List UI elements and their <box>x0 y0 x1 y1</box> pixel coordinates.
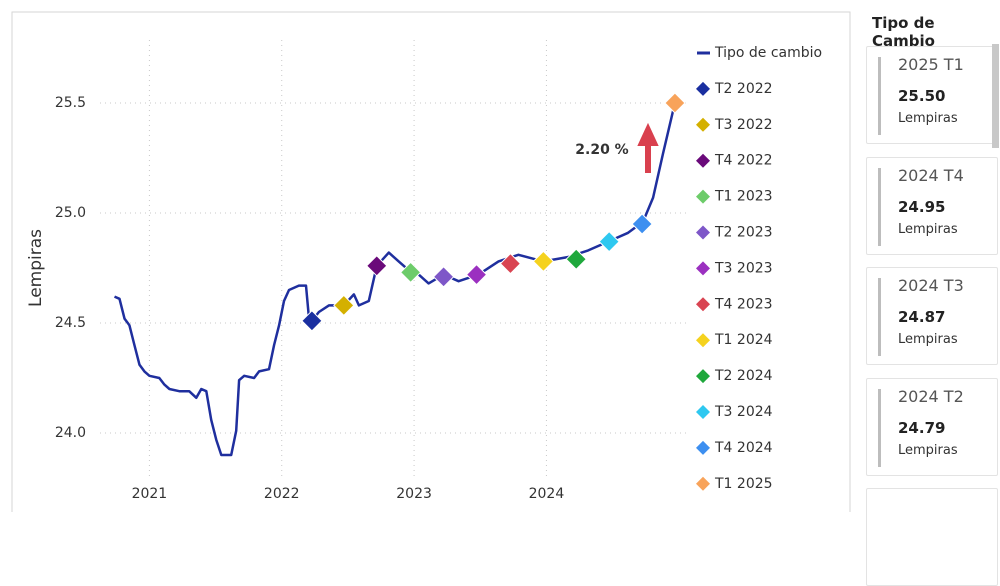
panel-title: Tipo de Cambio <box>872 14 935 50</box>
y-tick-label: 24.0 <box>55 425 86 441</box>
legend-swatch <box>696 189 710 204</box>
legend-swatch <box>696 405 710 419</box>
legend-swatch <box>696 261 710 276</box>
quarter-marker <box>598 230 620 253</box>
legend-swatch <box>696 440 710 455</box>
legend-label: T3 2022 <box>714 117 773 133</box>
card-value: 24.95 <box>898 197 946 216</box>
legend-label: T4 2022 <box>714 153 773 169</box>
card-unit: Lempiras <box>898 332 958 347</box>
legend-label: T1 2025 <box>714 476 773 492</box>
legend-label: T3 2024 <box>714 404 773 420</box>
card-value: 24.87 <box>898 308 946 326</box>
quarter-marker <box>565 248 587 270</box>
card-value: 25.50 <box>898 87 946 105</box>
card-period: 2024 T2 <box>898 386 964 406</box>
page: Lempiras 2.20 % 24.0 24.5 25.0 25.5 2021 2022… <box>11 11 999 586</box>
legend-swatch <box>696 297 710 312</box>
y-tick-label: 25.5 <box>55 95 86 111</box>
quarter-marker <box>664 92 686 114</box>
quarter-marker <box>465 263 488 286</box>
annotation: 2.20 % <box>575 142 628 158</box>
quarter-marker <box>631 213 653 235</box>
quarter-marker <box>333 294 355 317</box>
legend-label: T3 2023 <box>714 260 773 276</box>
quarter-marker <box>532 250 555 273</box>
quarter-marker <box>366 255 388 277</box>
legend-swatch <box>696 117 710 132</box>
x-tick-label: 2024 <box>529 486 565 502</box>
card-period: 2025 T1 <box>898 55 964 74</box>
quarter-marker <box>301 310 323 332</box>
scrollbar <box>992 44 999 148</box>
legend-label: T2 2022 <box>714 81 773 97</box>
x-tick-label: 2021 <box>132 486 168 502</box>
card <box>866 488 998 586</box>
card-unit: Lempiras <box>898 442 958 458</box>
card: 2024 T2 24.79 Lempiras <box>866 377 998 476</box>
y-axis-label: Lempiras <box>26 229 46 307</box>
card-bar <box>878 388 881 467</box>
legend-label: T4 2024 <box>714 440 773 456</box>
card-period: 2024 T3 <box>898 276 964 295</box>
x-tick-label: 2022 <box>264 486 300 502</box>
legend-swatch <box>696 81 710 96</box>
legend-swatch <box>696 153 710 168</box>
card: 2024 T3 24.87 Lempiras <box>866 267 998 365</box>
legend-label: T2 2023 <box>714 225 773 241</box>
quarter-marker <box>499 252 522 275</box>
card-unit: Lempiras <box>898 111 958 126</box>
legend-swatch <box>696 225 710 240</box>
card-period: 2024 T4 <box>898 165 964 185</box>
legend-swatch <box>696 476 710 491</box>
chart: Lempiras 2.20 % 24.0 24.5 25.0 25.5 2021 2022… <box>11 11 851 512</box>
legend-label: T2 2024 <box>714 368 773 384</box>
legend-swatch <box>696 333 710 348</box>
exchange-rate-line <box>113 102 677 457</box>
card: 2024 T4 24.95 Lempiras <box>866 156 998 255</box>
up-arrow <box>637 122 659 173</box>
x-tick-label: 2023 <box>396 486 432 502</box>
legend-label: T1 2024 <box>714 332 773 348</box>
quarter-marker <box>432 266 455 288</box>
y-tick-label: 25.0 <box>55 205 86 221</box>
legend-label: Tipo de cambio <box>714 45 822 61</box>
y-tick-label: 24.5 <box>55 315 86 331</box>
card: 2025 T1 25.50 Lempiras <box>866 46 998 144</box>
card-value: 24.79 <box>898 418 946 437</box>
card-unit: Lempiras <box>898 221 958 237</box>
legend-swatch <box>696 369 710 384</box>
card-bar <box>878 57 881 135</box>
chart-frame <box>11 11 851 512</box>
legend-label: T4 2023 <box>714 296 773 312</box>
card-bar <box>878 167 881 246</box>
legend-label: T1 2023 <box>714 189 773 205</box>
card-bar <box>878 278 881 356</box>
quarter-marker <box>399 261 422 284</box>
